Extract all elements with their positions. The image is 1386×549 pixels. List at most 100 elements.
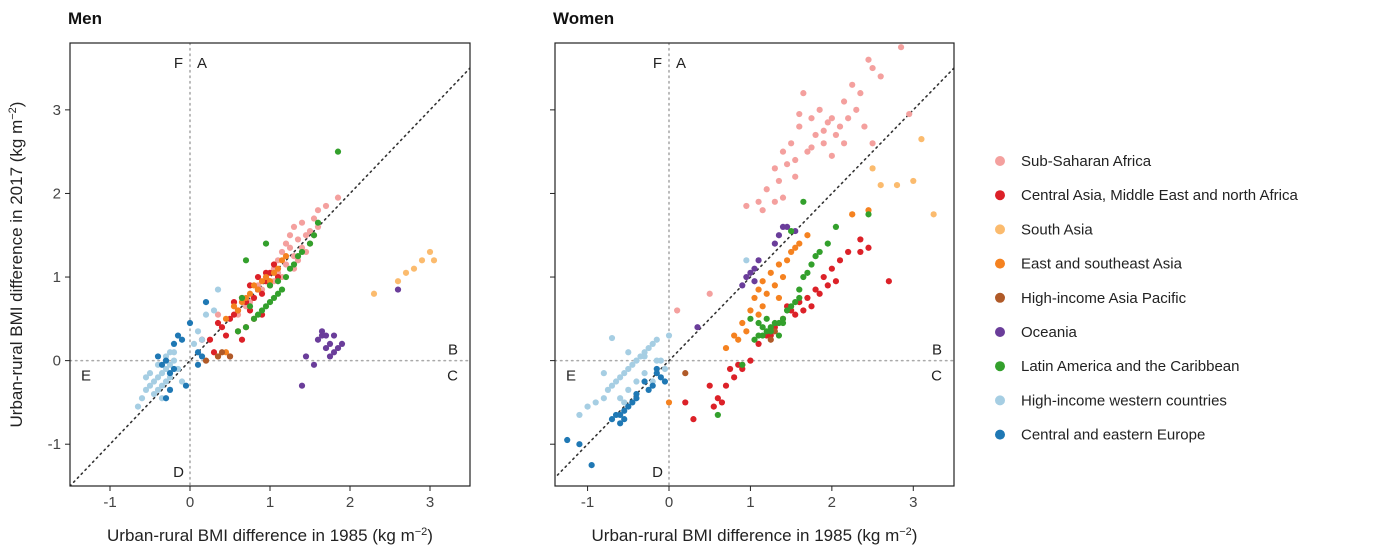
data-point bbox=[322, 202, 330, 210]
data-point bbox=[812, 253, 819, 260]
x-tick-label: -1 bbox=[581, 494, 594, 511]
data-point bbox=[290, 223, 298, 230]
data-point bbox=[796, 110, 803, 118]
data-point bbox=[804, 294, 811, 302]
data-point bbox=[621, 416, 628, 423]
data-point bbox=[250, 282, 258, 289]
data-point bbox=[310, 361, 318, 368]
series-oceania bbox=[298, 286, 402, 389]
data-point bbox=[649, 340, 656, 348]
reference-lines bbox=[70, 43, 470, 486]
data-point bbox=[657, 374, 664, 381]
data-point bbox=[158, 382, 166, 389]
data-point bbox=[788, 303, 795, 310]
data-point bbox=[804, 148, 811, 155]
data-point bbox=[840, 98, 848, 105]
data-point bbox=[564, 436, 571, 444]
x-tick-label: 0 bbox=[186, 494, 194, 511]
x-tick-label: 2 bbox=[346, 494, 354, 511]
data-point bbox=[262, 303, 270, 310]
data-point bbox=[930, 211, 937, 218]
data-point bbox=[198, 336, 206, 343]
series-high-income-western-countries bbox=[576, 257, 750, 419]
data-point bbox=[804, 232, 811, 239]
data-point bbox=[800, 198, 807, 205]
data-point bbox=[836, 257, 844, 264]
data-point bbox=[162, 378, 170, 385]
data-point bbox=[897, 44, 905, 51]
y-tick-label: 1 bbox=[53, 269, 61, 286]
legend-label: High-income western countries bbox=[1021, 392, 1227, 409]
data-point bbox=[298, 248, 306, 256]
data-point bbox=[820, 127, 827, 134]
data-point bbox=[739, 282, 746, 289]
legend-label: Central and eastern Europe bbox=[1021, 427, 1205, 444]
data-point bbox=[138, 395, 146, 402]
x-tick-label: 3 bbox=[909, 494, 917, 511]
data-point bbox=[190, 340, 198, 348]
data-point bbox=[254, 286, 262, 293]
data-point bbox=[816, 106, 823, 113]
data-point bbox=[202, 311, 210, 318]
data-point bbox=[604, 386, 612, 393]
data-point bbox=[832, 223, 840, 230]
data-point bbox=[210, 307, 218, 314]
y-tick-label: 0 bbox=[53, 353, 61, 370]
data-point bbox=[617, 420, 624, 427]
x-axis-label: Urban-rural BMI difference in 1985 (kg m… bbox=[107, 526, 433, 545]
series-high-income-western-countries bbox=[134, 286, 222, 410]
data-point bbox=[763, 315, 770, 322]
data-point bbox=[771, 198, 778, 205]
data-point bbox=[792, 173, 799, 180]
data-point bbox=[186, 319, 194, 327]
data-point bbox=[608, 416, 616, 423]
data-point bbox=[747, 315, 754, 322]
data-point bbox=[166, 386, 174, 393]
data-point bbox=[278, 257, 286, 264]
data-point bbox=[334, 148, 342, 155]
data-point bbox=[370, 290, 378, 297]
data-point bbox=[682, 370, 689, 377]
y-tick-label: 2 bbox=[53, 185, 61, 202]
data-point bbox=[592, 399, 599, 406]
data-point bbox=[800, 90, 807, 97]
data-point bbox=[775, 232, 783, 239]
data-point bbox=[234, 328, 242, 335]
legend-label: Latin America and the Caribbean bbox=[1021, 358, 1239, 375]
data-point bbox=[865, 56, 872, 63]
legend-label: Central Asia, Middle East and north Afri… bbox=[1021, 187, 1298, 204]
legend-item: High-income Asia Pacific bbox=[995, 290, 1187, 307]
legend-item: Oceania bbox=[995, 324, 1078, 341]
legend-label: High-income Asia Pacific bbox=[1021, 290, 1187, 307]
data-point bbox=[792, 244, 799, 251]
data-point bbox=[222, 315, 230, 322]
data-point bbox=[633, 357, 640, 364]
data-point bbox=[804, 269, 811, 276]
data-point bbox=[893, 181, 901, 189]
data-point bbox=[755, 319, 762, 327]
data-point bbox=[869, 165, 876, 172]
data-point bbox=[857, 90, 864, 97]
data-point bbox=[767, 328, 774, 335]
data-point bbox=[274, 265, 282, 272]
data-point bbox=[170, 365, 178, 373]
data-point bbox=[788, 227, 795, 235]
data-point bbox=[869, 140, 876, 147]
data-point bbox=[254, 311, 262, 318]
quadrant-label-f: F bbox=[653, 55, 662, 72]
data-point bbox=[166, 349, 174, 356]
data-point bbox=[885, 278, 892, 285]
data-point bbox=[857, 236, 864, 243]
data-points bbox=[564, 44, 937, 469]
data-point bbox=[294, 236, 302, 243]
data-point bbox=[194, 328, 202, 335]
data-point bbox=[755, 340, 762, 348]
data-point bbox=[242, 257, 250, 264]
legend-swatch bbox=[995, 190, 1005, 201]
data-point bbox=[710, 403, 717, 410]
data-point bbox=[747, 269, 754, 276]
data-point bbox=[278, 248, 286, 256]
data-point bbox=[869, 64, 876, 72]
data-point bbox=[759, 332, 766, 339]
data-point bbox=[617, 374, 624, 381]
